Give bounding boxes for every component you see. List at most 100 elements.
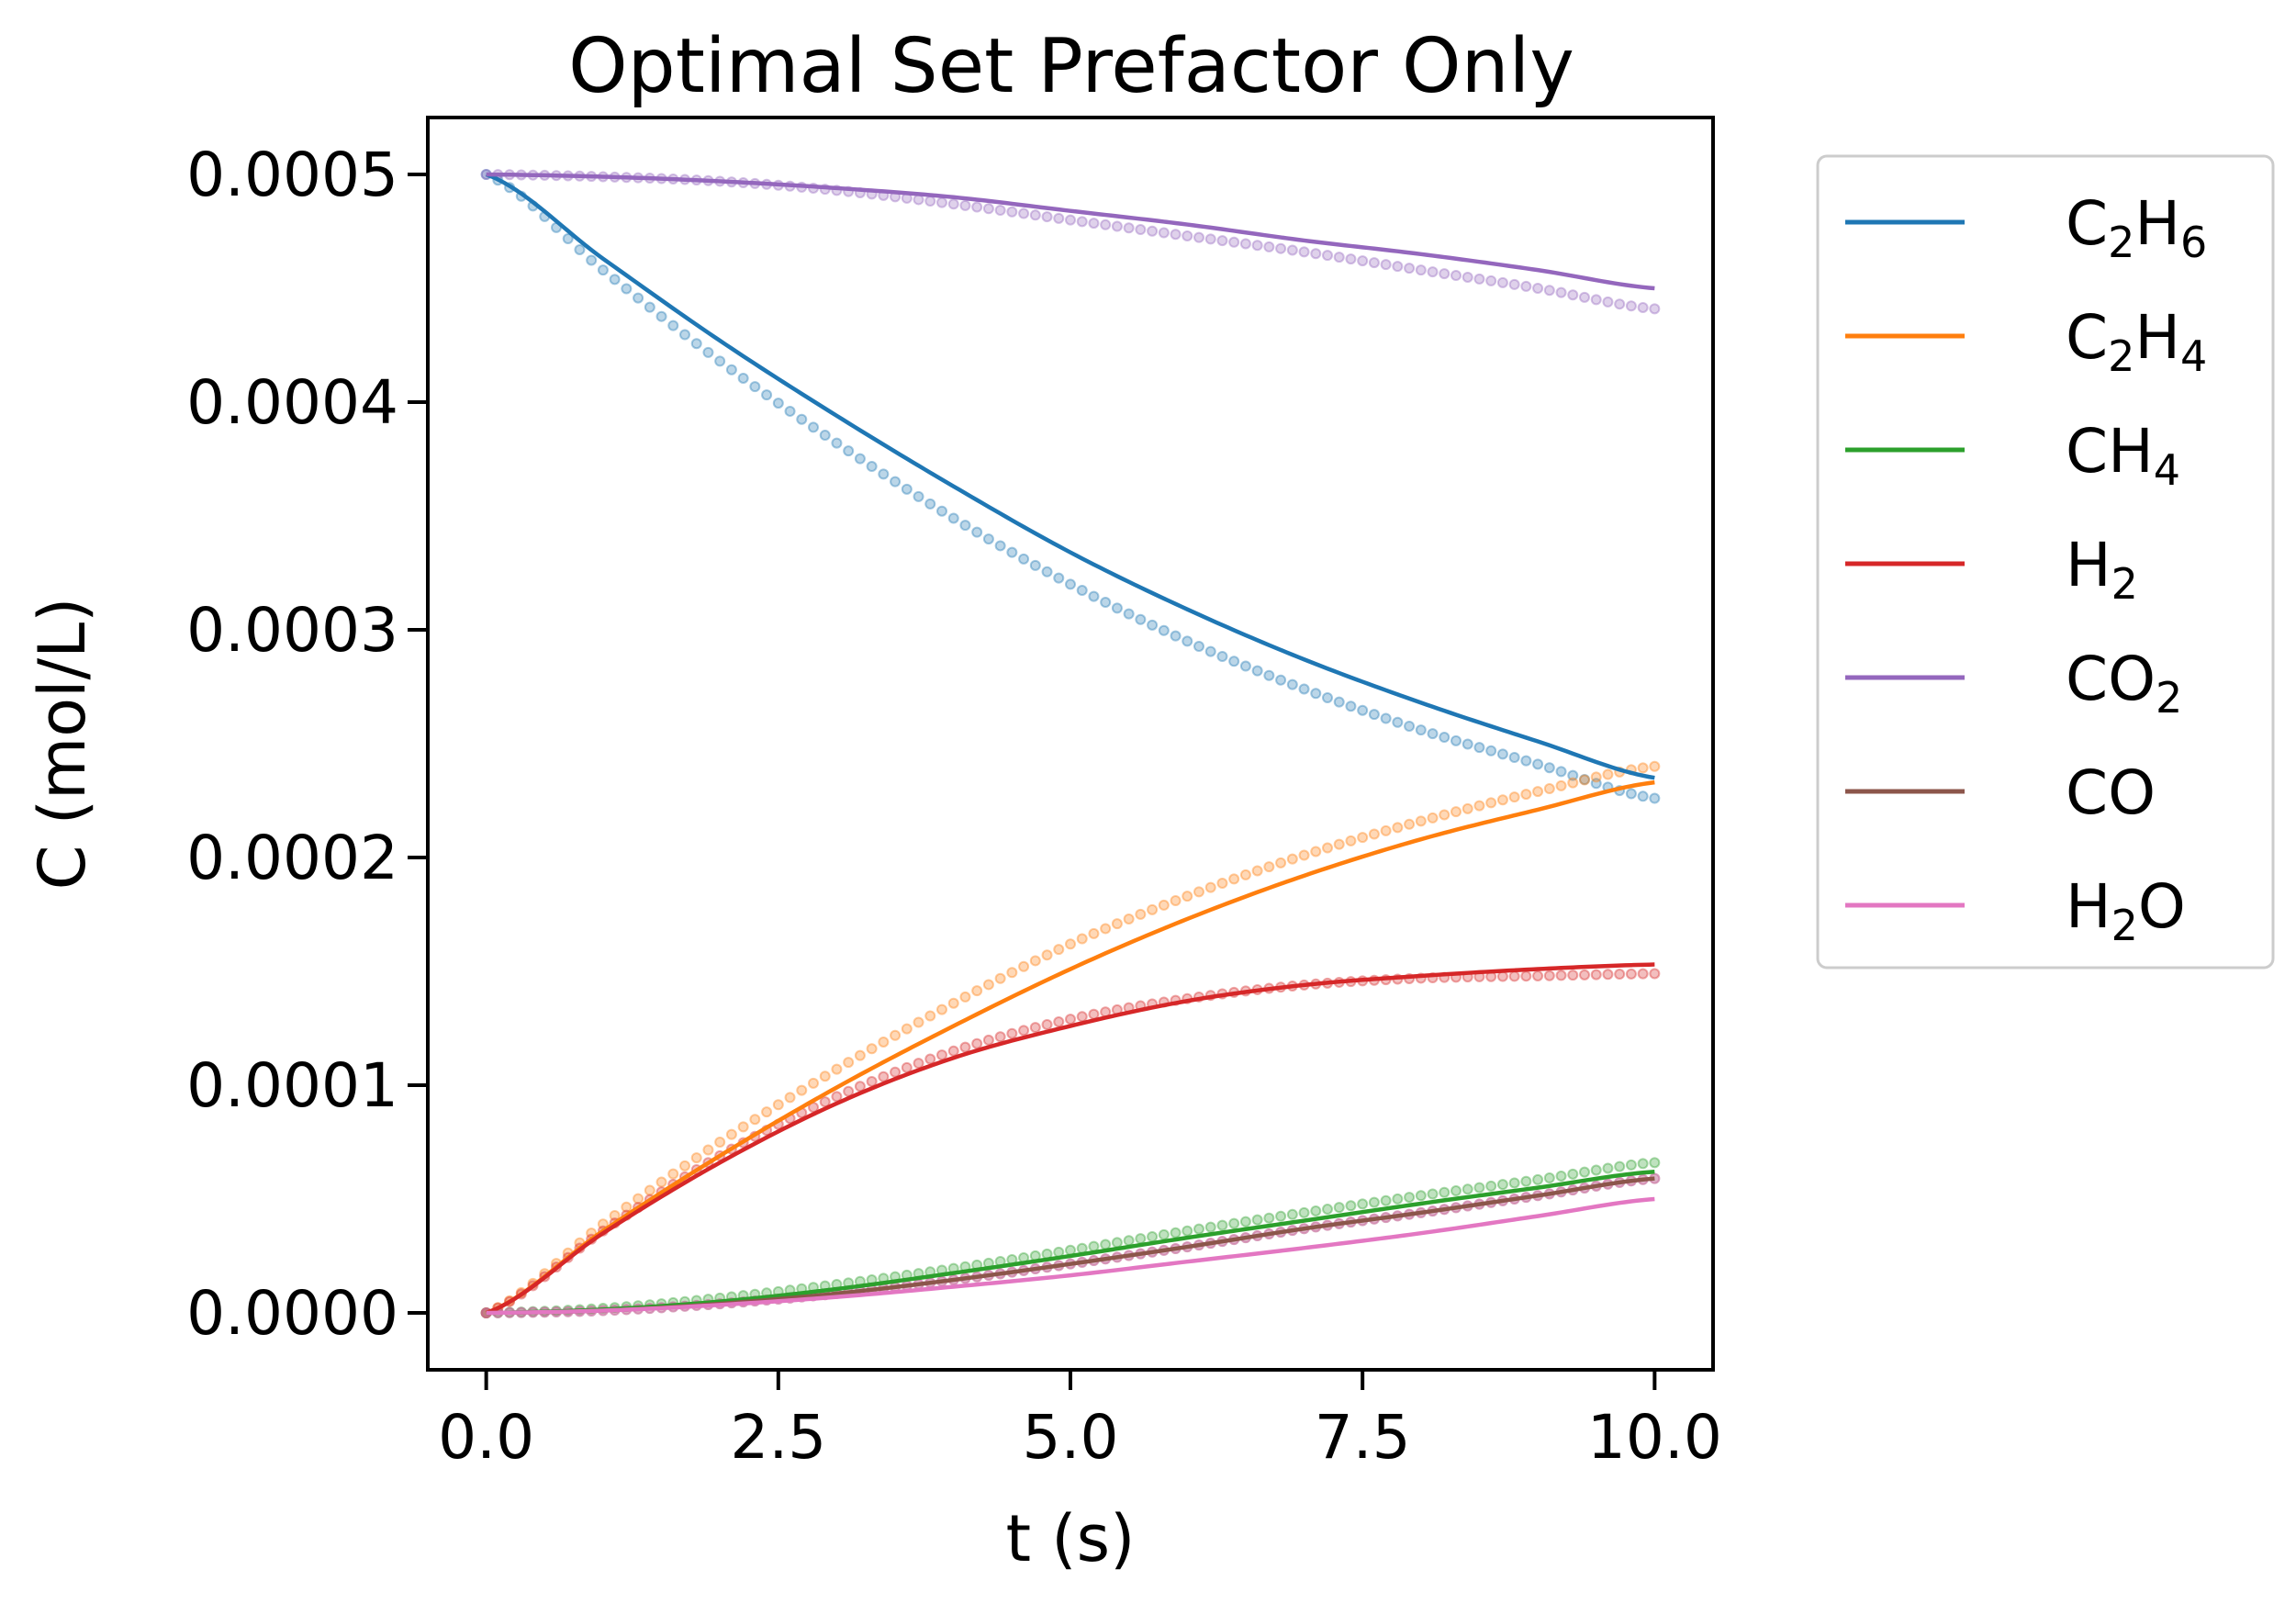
data-point xyxy=(1567,1168,1579,1180)
data-point xyxy=(994,972,1006,984)
data-point xyxy=(737,1121,749,1133)
data-point xyxy=(1158,899,1170,911)
data-point xyxy=(982,203,994,215)
data-point xyxy=(936,505,947,517)
data-point xyxy=(1228,236,1240,248)
y-tick-label: 0.0003 xyxy=(186,595,398,666)
data-point xyxy=(959,991,971,1003)
data-point xyxy=(1088,218,1100,230)
data-point xyxy=(1333,696,1345,708)
data-point xyxy=(1439,268,1450,280)
data-point xyxy=(1625,788,1637,800)
data-point xyxy=(667,319,679,331)
data-point xyxy=(1053,944,1065,956)
data-point xyxy=(1006,967,1018,979)
data-point xyxy=(784,405,796,417)
data-point xyxy=(1298,246,1310,258)
data-point xyxy=(725,1128,737,1140)
data-point xyxy=(702,346,714,358)
data-point xyxy=(1216,877,1228,889)
data-point xyxy=(936,196,947,208)
data-point xyxy=(1158,227,1170,239)
data-point xyxy=(1404,818,1416,830)
data-point xyxy=(1006,1027,1018,1039)
data-point xyxy=(1496,1179,1508,1191)
data-point xyxy=(1427,812,1439,824)
data-point xyxy=(1579,773,1590,785)
data-point xyxy=(1065,214,1076,226)
data-point xyxy=(1625,300,1637,312)
data-point xyxy=(1579,1166,1590,1178)
data-point xyxy=(1415,724,1427,736)
data-point xyxy=(1649,968,1661,980)
data-point xyxy=(1018,553,1030,565)
data-point xyxy=(1357,1198,1369,1210)
data-point xyxy=(1286,678,1298,690)
data-point xyxy=(1590,969,1602,981)
data-point xyxy=(994,205,1006,217)
data-point xyxy=(655,1176,667,1188)
data-point xyxy=(1322,842,1333,854)
data-point xyxy=(1555,286,1567,298)
data-point xyxy=(1193,641,1204,653)
data-point xyxy=(1590,778,1602,790)
data-point xyxy=(890,1066,902,1078)
data-point xyxy=(1415,815,1427,827)
data-point xyxy=(1450,734,1462,746)
data-point xyxy=(1543,1172,1555,1184)
data-point xyxy=(1041,566,1053,577)
data-point xyxy=(772,398,784,409)
data-point xyxy=(1555,779,1567,791)
data-point xyxy=(1041,1018,1053,1030)
data-point xyxy=(1590,771,1602,783)
data-point xyxy=(854,453,866,465)
data-point xyxy=(901,1023,913,1035)
data-point xyxy=(1182,635,1193,647)
data-point xyxy=(609,1210,621,1222)
data-point xyxy=(1193,1223,1204,1235)
data-point xyxy=(831,437,843,449)
data-point xyxy=(1508,1177,1520,1189)
data-point xyxy=(621,1201,633,1213)
data-point xyxy=(1065,1014,1076,1026)
data-point xyxy=(1239,869,1251,880)
data-point xyxy=(1135,224,1147,236)
data-point xyxy=(1450,806,1462,818)
data-point xyxy=(1088,1240,1100,1252)
data-point xyxy=(1637,1158,1649,1170)
data-point xyxy=(1602,768,1614,780)
data-point xyxy=(1649,792,1661,804)
y-axis-label: C (mol/L) xyxy=(25,598,100,891)
data-point xyxy=(574,243,586,255)
data-point xyxy=(737,372,749,384)
data-point xyxy=(1088,1008,1100,1020)
data-point xyxy=(959,199,971,211)
data-point xyxy=(1380,824,1392,836)
data-point xyxy=(971,201,983,213)
data-point xyxy=(1251,665,1263,677)
data-point xyxy=(702,1144,714,1156)
data-point xyxy=(1602,296,1614,308)
data-point xyxy=(1520,970,1532,982)
data-point xyxy=(1158,624,1170,636)
data-point xyxy=(866,461,878,473)
data-point xyxy=(714,355,726,367)
data-point xyxy=(901,1061,913,1073)
data-point xyxy=(761,1106,773,1118)
legend-label: C2H4 xyxy=(2066,302,2207,381)
data-point xyxy=(1204,881,1216,893)
data-point xyxy=(1473,800,1485,812)
data-point xyxy=(1135,908,1147,920)
data-point xyxy=(1368,828,1380,840)
data-point xyxy=(655,310,667,322)
data-point xyxy=(1637,762,1649,774)
data-point xyxy=(1602,1162,1614,1174)
data-point xyxy=(1614,298,1626,310)
data-point xyxy=(1485,745,1497,757)
legend-label: CO2 xyxy=(2066,644,2182,723)
data-point xyxy=(1357,255,1369,267)
data-point xyxy=(1450,1185,1462,1197)
data-point xyxy=(1111,602,1123,614)
data-point xyxy=(1439,809,1450,821)
data-point xyxy=(1088,590,1100,602)
